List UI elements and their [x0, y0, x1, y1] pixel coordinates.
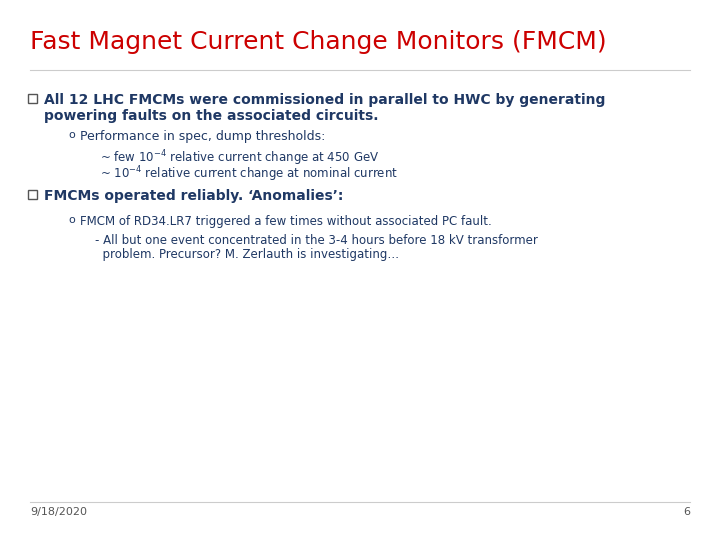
Text: 9/18/2020: 9/18/2020: [30, 507, 87, 517]
Text: FMCM of RD34.LR7 triggered a few times without associated PC fault.: FMCM of RD34.LR7 triggered a few times w…: [80, 215, 492, 228]
Bar: [28, 190, 37, 199]
Text: 6: 6: [683, 507, 690, 517]
Text: Performance in spec, dump thresholds:: Performance in spec, dump thresholds:: [80, 130, 325, 143]
Text: o: o: [68, 215, 75, 225]
Text: FMCMs operated reliably. ‘Anomalies’:: FMCMs operated reliably. ‘Anomalies’:: [44, 189, 343, 203]
Text: problem. Precursor? M. Zerlauth is investigating…: problem. Precursor? M. Zerlauth is inves…: [95, 248, 399, 261]
Text: o: o: [68, 130, 75, 140]
Text: - All but one event concentrated in the 3-4 hours before 18 kV transformer: - All but one event concentrated in the …: [95, 234, 538, 247]
Text: ~ few 10$^{-4}$ relative current change at 450 GeV: ~ few 10$^{-4}$ relative current change …: [100, 148, 379, 167]
Text: ~ 10$^{-4}$ relative current change at nominal current: ~ 10$^{-4}$ relative current change at n…: [100, 164, 398, 184]
Bar: [28, 94, 37, 103]
Text: powering faults on the associated circuits.: powering faults on the associated circui…: [44, 109, 379, 123]
Text: All 12 LHC FMCMs were commissioned in parallel to HWC by generating: All 12 LHC FMCMs were commissioned in pa…: [44, 93, 606, 107]
Text: Fast Magnet Current Change Monitors (FMCM): Fast Magnet Current Change Monitors (FMC…: [30, 30, 607, 54]
